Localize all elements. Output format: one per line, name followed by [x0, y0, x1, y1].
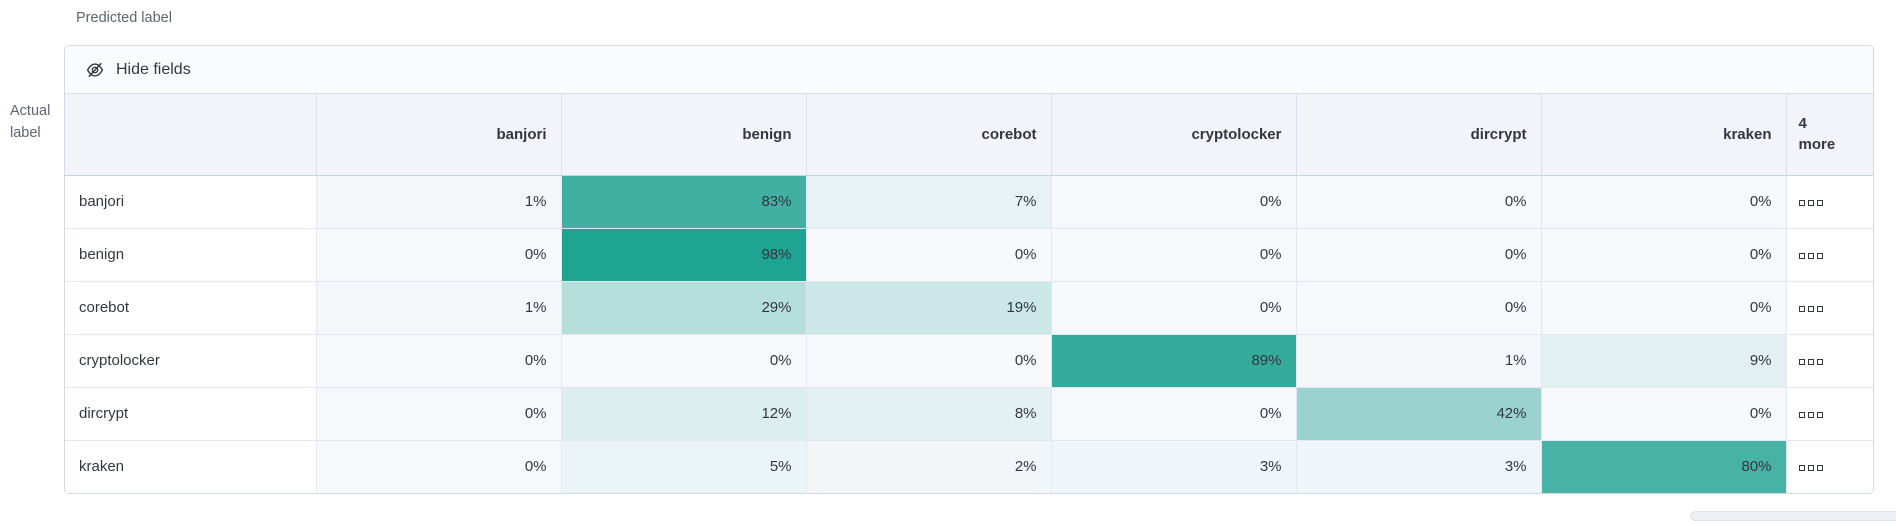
matrix-cell: 3%: [1051, 440, 1297, 493]
matrix-cell: 0%: [1296, 175, 1542, 229]
matrix-cell: 0%: [1296, 281, 1542, 335]
matrix-cell: 1%: [316, 281, 562, 335]
matrix-cell: 0%: [1051, 281, 1297, 335]
table-header: banjori benign corebot cryptolocker dircrypt…: [65, 94, 1873, 176]
row-label-corebot: corebot: [65, 281, 317, 335]
matrix-cell: 0%: [1051, 175, 1297, 229]
matrix-cell: 29%: [561, 281, 807, 335]
predicted-axis-label: Predicted label: [76, 10, 172, 26]
grid-toolbar: Hide fields: [65, 46, 1873, 94]
horizontal-scrollbar[interactable]: [1690, 511, 1896, 521]
row-label-banjori: banjori: [65, 175, 317, 229]
matrix-cell: 1%: [316, 175, 562, 229]
table-row: corebot 1% 29% 19% 0% 0% 0%: [65, 281, 1873, 335]
table-row: banjori 1% 83% 7% 0% 0% 0%: [65, 175, 1873, 229]
matrix-cell: 98%: [561, 228, 807, 282]
table-row: benign 0% 98% 0% 0% 0% 0%: [65, 228, 1873, 282]
more-columns-cell[interactable]: [1786, 228, 1873, 282]
column-header-cryptolocker[interactable]: cryptolocker: [1051, 94, 1297, 176]
matrix-cell: 19%: [806, 281, 1052, 335]
matrix-cell: 0%: [316, 228, 562, 282]
table-row: cryptolocker 0% 0% 0% 89% 1% 9%: [65, 334, 1873, 388]
matrix-cell: 5%: [561, 440, 807, 493]
hide-fields-label: Hide fields: [116, 60, 191, 78]
column-header-corebot[interactable]: corebot: [806, 94, 1052, 176]
matrix-cell: 0%: [1541, 281, 1787, 335]
eye-closed-icon: [85, 60, 105, 80]
matrix-cell: 0%: [561, 334, 807, 388]
corner-header-cell: [65, 94, 317, 176]
row-label-kraken: kraken: [65, 440, 317, 493]
column-header-banjori[interactable]: banjori: [316, 94, 562, 176]
boxes-horizontal-icon: [1798, 359, 1823, 365]
hide-fields-button[interactable]: Hide fields: [77, 56, 199, 84]
header-row: banjori benign corebot cryptolocker dircrypt…: [65, 94, 1873, 176]
table-row: dircrypt 0% 12% 8% 0% 42% 0%: [65, 387, 1873, 441]
more-columns-cell[interactable]: [1786, 440, 1873, 493]
more-columns-header[interactable]: 4 more: [1786, 94, 1873, 176]
matrix-cell: 0%: [316, 440, 562, 493]
matrix-cell: 89%: [1051, 334, 1297, 388]
table-row: kraken 0% 5% 2% 3% 3% 80%: [65, 440, 1873, 493]
matrix-cell: 0%: [806, 228, 1052, 282]
boxes-horizontal-icon: [1798, 465, 1823, 472]
matrix-cell: 12%: [561, 387, 807, 441]
more-columns-label: 4 more: [1798, 114, 1836, 154]
matrix-cell: 7%: [806, 175, 1052, 229]
data-grid: Hide fields banjori benign corebot cryptolo…: [64, 45, 1874, 494]
confusion-matrix-table: banjori benign corebot cryptolocker dircrypt…: [65, 94, 1873, 493]
column-header-benign[interactable]: benign: [561, 94, 807, 176]
matrix-cell: 2%: [806, 440, 1052, 493]
matrix-cell: 80%: [1541, 440, 1787, 493]
boxes-horizontal-icon: [1798, 200, 1823, 206]
matrix-cell: 8%: [806, 387, 1052, 441]
matrix-cell: 83%: [561, 175, 807, 229]
column-header-dircrypt[interactable]: dircrypt: [1296, 94, 1542, 176]
table-body: banjori 1% 83% 7% 0% 0% 0% benign 0% 98% 0% 0% 0% 0% c…: [65, 175, 1873, 493]
matrix-cell: 0%: [1541, 175, 1787, 229]
more-columns-cell[interactable]: [1786, 175, 1873, 229]
matrix-cell: 1%: [1296, 334, 1542, 388]
row-label-dircrypt: dircrypt: [65, 387, 317, 441]
boxes-horizontal-icon: [1798, 412, 1823, 418]
matrix-cell: 9%: [1541, 334, 1787, 388]
matrix-cell: 0%: [1051, 228, 1297, 282]
matrix-cell: 0%: [316, 334, 562, 388]
actual-axis-label: Actual label: [10, 103, 51, 141]
boxes-horizontal-icon: [1798, 253, 1823, 259]
more-columns-cell[interactable]: [1786, 387, 1873, 441]
column-header-kraken[interactable]: kraken: [1541, 94, 1787, 176]
row-label-cryptolocker: cryptolocker: [65, 334, 317, 388]
matrix-cell: 3%: [1296, 440, 1542, 493]
matrix-cell: 0%: [1541, 228, 1787, 282]
boxes-horizontal-icon: [1798, 306, 1823, 312]
more-columns-cell[interactable]: [1786, 334, 1873, 388]
row-label-benign: benign: [65, 228, 317, 282]
matrix-cell: 42%: [1296, 387, 1542, 441]
matrix-cell: 0%: [1051, 387, 1297, 441]
matrix-cell: 0%: [806, 334, 1052, 388]
matrix-cell: 0%: [1541, 387, 1787, 441]
matrix-cell: 0%: [316, 387, 562, 441]
matrix-cell: 0%: [1296, 228, 1542, 282]
more-columns-cell[interactable]: [1786, 281, 1873, 335]
